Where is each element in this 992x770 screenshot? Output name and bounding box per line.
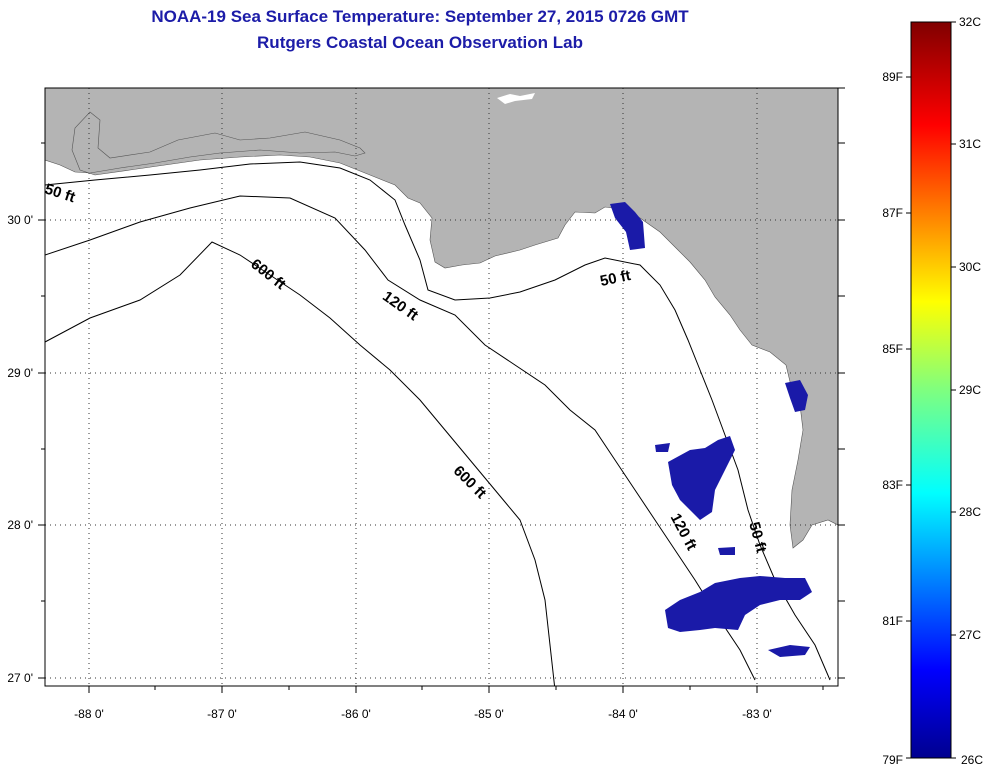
lat-tick-label: 28 0' [7,518,33,532]
colorbar-celsius-label: 28C [959,505,981,519]
contour-600ft [45,241,556,686]
sst-patch-cedar-key [785,380,808,412]
colorbar-fahrenheit-label: 87F [882,206,903,220]
lat-tick-label: 27 0' [7,671,33,685]
lat-tick-label: 29 0' [7,366,33,380]
colorbar-celsius-label: 30C [959,260,981,274]
longitude-labels: -88 0' -87 0' -86 0' -85 0' -84 0' -83 0… [74,707,772,721]
colorbar-fahrenheit-label: 83F [882,478,903,492]
land-mass [45,88,838,549]
map-panel: 50 ft 600 ft 120 ft 50 ft 600 ft 120 ft … [7,87,845,721]
sst-patch-apalachee [610,202,645,250]
chart-title: NOAA-19 Sea Surface Temperature: Septemb… [151,7,689,26]
tick-marks [38,87,845,693]
contour-label: 50 ft [599,267,633,290]
colorbar: 32C 31C 30C 29C 28C 27C 26C 89F 87F 85F … [882,15,983,767]
graticule [45,88,838,686]
lon-tick-label: -83 0' [742,707,772,721]
sst-patch-south [665,576,812,632]
sst-patch-mid [668,436,735,520]
contour-120ft [45,195,756,681]
lon-tick-label: -86 0' [341,707,371,721]
map-border [44,87,839,687]
colorbar-gradient [910,21,952,759]
sst-patch-small-a [655,443,670,452]
colorbar-celsius-label: 32C [959,15,981,29]
latitude-labels: 30 0' 29 0' 28 0' 27 0' [7,213,33,685]
sst-patch-far-south [768,645,810,657]
lon-tick-label: -85 0' [474,707,504,721]
colorbar-fahrenheit-label: 81F [882,614,903,628]
title-block: NOAA-19 Sea Surface Temperature: Septemb… [40,4,800,56]
colorbar-celsius-label: 26C [961,753,983,767]
lon-tick-label: -87 0' [207,707,237,721]
colorbar-celsius-label: 29C [959,383,981,397]
colorbar-celsius-label: 31C [959,137,981,151]
lon-tick-label: -88 0' [74,707,104,721]
colorbar-fahrenheit-label: 85F [882,342,903,356]
sst-patch-small-b [718,547,735,555]
depth-contours [45,161,831,686]
colorbar-celsius-label: 27C [959,628,981,642]
chart-subtitle: Rutgers Coastal Ocean Observation Lab [257,33,583,52]
lat-tick-label: 30 0' [7,213,33,227]
colorbar-fahrenheit-label: 79F [882,753,903,767]
island [497,93,535,104]
contour-50ft [45,161,831,681]
colorbar-fahrenheit-label: 89F [882,70,903,84]
lon-tick-label: -84 0' [608,707,638,721]
sst-patches [610,202,812,657]
